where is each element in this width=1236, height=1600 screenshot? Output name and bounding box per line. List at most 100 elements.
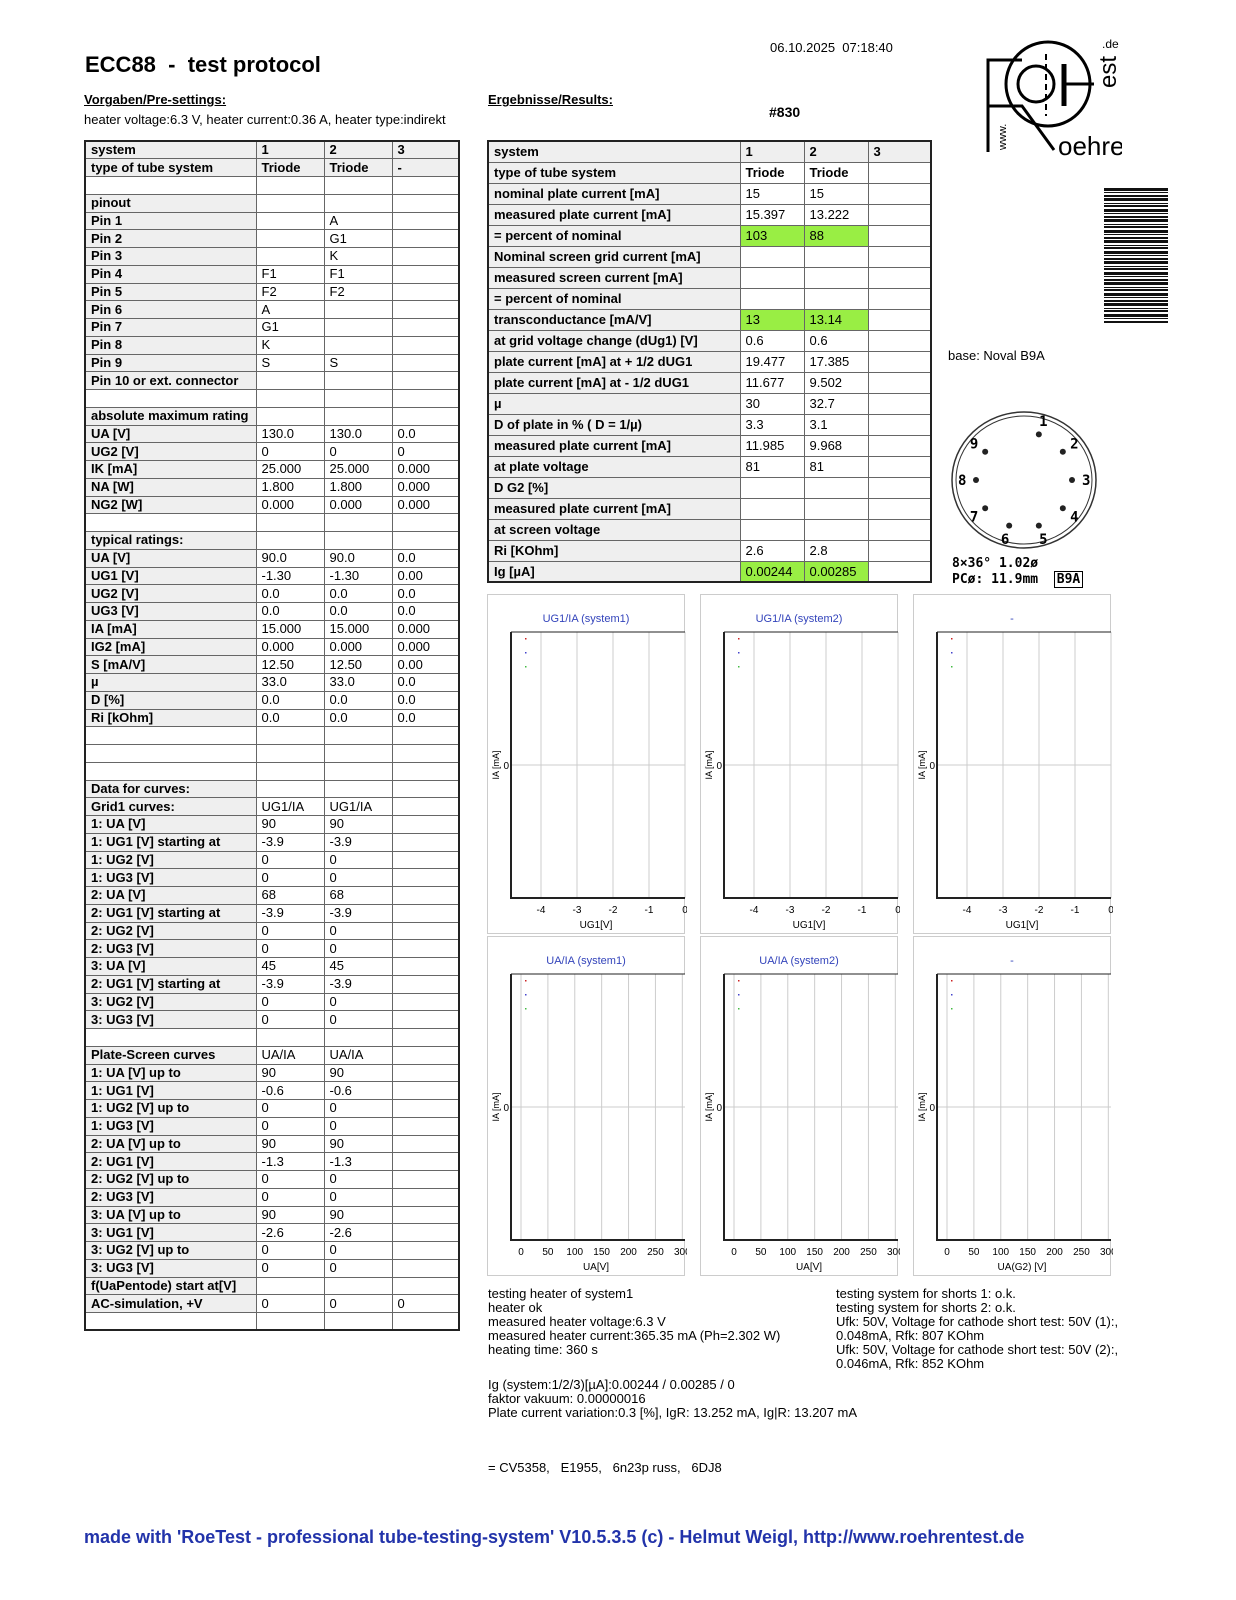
row-label: Pin 9 xyxy=(84,353,257,373)
cell-system-2 xyxy=(323,335,393,355)
cell-system-2: 0 xyxy=(323,1099,393,1118)
table-row: 3: UG1 [V] -2.6 -2.6 xyxy=(84,1223,460,1242)
cell-system-1: 0.0 xyxy=(255,584,325,603)
table-row: Ri [kOhm] 0.0 0.0 0.0 xyxy=(84,708,460,728)
cell-system-1: 13 xyxy=(739,308,805,331)
x-tick-label: 150 xyxy=(593,1247,610,1258)
cell-system-2: 9.968 xyxy=(803,434,869,457)
cell-system-1: 0.0 xyxy=(255,708,325,728)
cell-system-1: F2 xyxy=(255,282,325,302)
cell-system-1: F1 xyxy=(255,264,325,284)
cell-system-2 xyxy=(323,406,393,426)
table-row: 2: UG1 [V] starting at -3.9 -3.9 xyxy=(84,903,460,923)
cell-system-2: 2 xyxy=(803,140,869,163)
results-table: system 1 2 3 type of tube system Triode Triode… xyxy=(487,140,932,583)
cell-system-2: -3.9 xyxy=(323,903,393,923)
cell-system-1: 1.800 xyxy=(255,477,325,497)
x-tick-label: 300 xyxy=(674,1247,687,1258)
cell-system-2: 15.000 xyxy=(323,619,393,639)
cell-system-2: 15 xyxy=(803,182,869,205)
cell-system-1: 0.0 xyxy=(255,690,325,710)
table-row: type of tube system Triode Triode xyxy=(487,161,932,184)
row-label: measured plate current [mA] xyxy=(487,203,741,226)
table-row: UA [V] 90.0 90.0 0.0 xyxy=(84,548,460,568)
table-row: AC-simulation, +V 0 0 0 xyxy=(84,1294,460,1313)
x-tick-label: -1 xyxy=(858,905,867,916)
cell-system-2: 1.800 xyxy=(323,477,393,497)
x-tick-label: -1 xyxy=(645,905,654,916)
row-label: measured plate current [mA] xyxy=(487,497,741,520)
barcode-bar xyxy=(1104,213,1168,214)
barcode-bar xyxy=(1104,255,1168,256)
cell-system-2 xyxy=(323,513,393,532)
table-row: at screen voltage xyxy=(487,518,932,541)
cell-system-2 xyxy=(323,761,393,781)
cell-system-2: 0 xyxy=(323,921,393,941)
cell-system-3 xyxy=(391,1134,460,1154)
cell-system-1 xyxy=(255,1312,325,1331)
table-row: 2: UG3 [V] 0 0 xyxy=(84,1187,460,1207)
cell-system-2: 0 xyxy=(323,939,393,958)
table-row: NA [W] 1.800 1.800 0.000 xyxy=(84,477,460,497)
barcode-bar xyxy=(1104,321,1168,323)
table-row: measured plate current [mA] 15.397 13.222 xyxy=(487,203,932,226)
row-label: measured screen current [mA] xyxy=(487,266,741,289)
cell-system-1: 11.985 xyxy=(739,434,805,457)
table-row: 1: UG2 [V] 0 0 xyxy=(84,850,460,870)
x-tick-label: 50 xyxy=(755,1247,767,1258)
row-label: 1: UG2 [V] xyxy=(84,850,257,870)
cell-system-1 xyxy=(255,371,325,390)
cell-system-2: 90 xyxy=(323,1063,393,1083)
row-label: 2: UA [V] xyxy=(84,886,257,905)
cell-system-1 xyxy=(255,389,325,408)
cell-system-1: -2.6 xyxy=(255,1223,325,1242)
cell-system-2 xyxy=(323,744,393,763)
cell-system-1: -1.3 xyxy=(255,1152,325,1171)
table-row: 2: UG1 [V] -1.3 -1.3 xyxy=(84,1152,460,1171)
barcode-bar xyxy=(1104,279,1168,281)
cell-system-2: Triode xyxy=(803,161,869,184)
cell-system-2 xyxy=(323,193,393,213)
cell-system-1: G1 xyxy=(255,318,325,337)
table-row: 3: UG2 [V] up to 0 0 xyxy=(84,1241,460,1260)
cell-system-1 xyxy=(739,266,805,289)
cell-system-2: 33.0 xyxy=(323,673,393,692)
y-tick-label: 0 xyxy=(716,1103,722,1114)
table-row: 2: UG2 [V] 0 0 xyxy=(84,921,460,941)
barcode-bar xyxy=(1104,247,1168,249)
cell-system-1: UG1/IA xyxy=(255,797,325,816)
cell-system-1 xyxy=(255,1276,325,1296)
table-row: 1: UA [V] up to 90 90 xyxy=(84,1063,460,1083)
table-row: f(UaPentode) start at[V] xyxy=(84,1276,460,1296)
cell-system-3: 0.0 xyxy=(391,584,460,603)
cell-system-3 xyxy=(391,176,460,195)
cell-system-2: 0.0 xyxy=(323,602,393,621)
legend-marker xyxy=(738,638,740,640)
barcode-bar xyxy=(1104,261,1168,264)
cell-system-1: 90 xyxy=(255,1063,325,1083)
row-label: 2: UA [V] up to xyxy=(84,1134,257,1154)
x-axis-label: UG1[V] xyxy=(580,920,613,931)
cell-system-3 xyxy=(391,353,460,373)
cell-system-3 xyxy=(391,1170,460,1189)
cell-system-1: 0.00244 xyxy=(739,560,805,583)
cell-system-3 xyxy=(391,406,460,426)
table-row: S [mA/V] 12.50 12.50 0.00 xyxy=(84,655,460,674)
pin-hole xyxy=(1069,477,1075,483)
barcode-bar xyxy=(1104,287,1168,288)
pin-hole xyxy=(982,448,989,455)
table-row: Ig [µA] 0.00244 0.00285 xyxy=(487,560,932,583)
presettings-heading: Vorgaben/Pre-settings: xyxy=(84,92,227,107)
cell-system-3 xyxy=(391,797,460,816)
cell-system-3 xyxy=(391,957,460,976)
table-row: µ 30 32.7 xyxy=(487,392,932,415)
table-row xyxy=(84,176,460,195)
table-row: = percent of nominal 103 88 xyxy=(487,224,932,247)
cell-system-2: 81 xyxy=(803,455,869,478)
chart-title: UA/IA (system1) xyxy=(546,955,625,967)
cell-system-3 xyxy=(391,371,460,390)
cell-system-3 xyxy=(391,744,460,763)
row-label: 3: UG3 [V] xyxy=(84,1258,257,1278)
row-label: pinout xyxy=(84,193,257,213)
row-label: µ xyxy=(84,673,257,692)
